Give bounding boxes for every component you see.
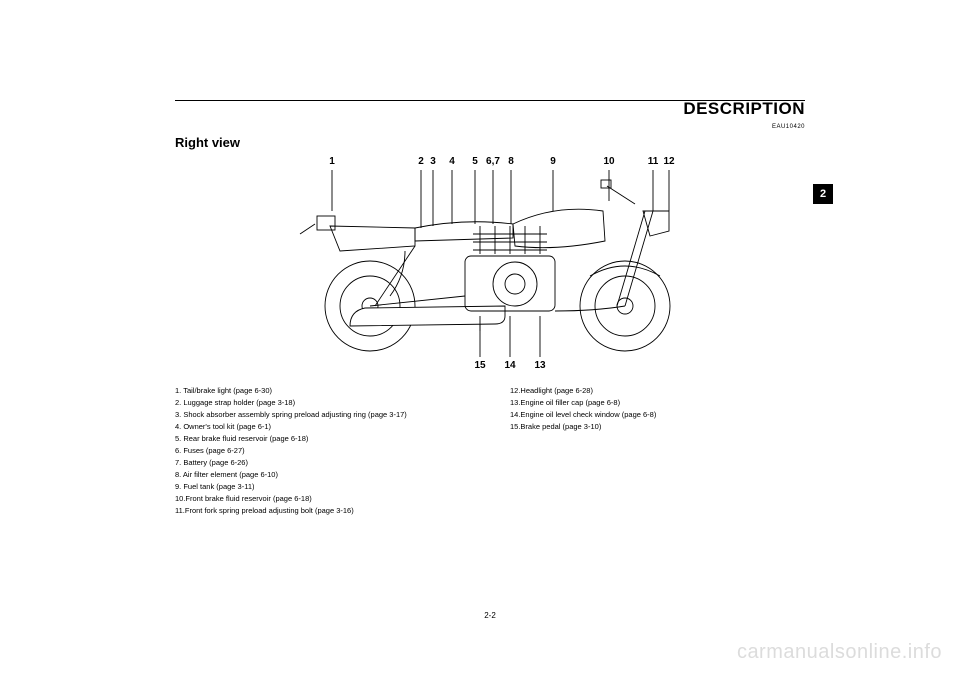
legend-item: 8. Air filter element (page 6-10): [175, 469, 470, 481]
motorcycle-svg: [255, 156, 725, 371]
callout-label: 3: [430, 156, 436, 167]
legend-item: 1. Tail/brake light (page 6-30): [175, 385, 470, 397]
legend-item: 6. Fuses (page 6-27): [175, 445, 470, 457]
legend-item: 2. Luggage strap holder (page 3-18): [175, 397, 470, 409]
callout-label: 1: [329, 156, 335, 167]
page-subtitle: Right view: [175, 135, 805, 150]
legend-item: 9. Fuel tank (page 3-11): [175, 481, 470, 493]
callout-label: 12: [663, 156, 674, 167]
legend-item: 3. Shock absorber assembly spring preloa…: [175, 409, 470, 421]
section-title: DESCRIPTION: [683, 99, 805, 119]
callout-label: 15: [474, 360, 485, 371]
legend-item: 11.Front fork spring preload adjusting b…: [175, 505, 470, 517]
legend-item: 5. Rear brake fluid reservoir (page 6-18…: [175, 433, 470, 445]
page-sheet: DESCRIPTION EAU10420 Right view 2 123456…: [0, 0, 960, 678]
watermark-text: carmanualsonline.info: [737, 641, 942, 664]
header-row: DESCRIPTION: [175, 99, 805, 119]
chapter-tab: 2: [813, 184, 833, 204]
callout-label: 2: [418, 156, 424, 167]
callout-label: 8: [508, 156, 514, 167]
motorcycle-diagram: 123456,789101112: [255, 156, 725, 371]
callout-label: 6,7: [486, 156, 500, 167]
document-code: EAU10420: [772, 124, 805, 130]
legend-item: 7. Battery (page 6-26): [175, 457, 470, 469]
callout-label: 10: [603, 156, 614, 167]
callout-label: 14: [504, 360, 515, 371]
content-area: DESCRIPTION EAU10420 Right view 2 123456…: [175, 100, 805, 598]
legend-right-column: 12.Headlight (page 6-28)13.Engine oil fi…: [510, 385, 805, 517]
legend-item: 4. Owner's tool kit (page 6-1): [175, 421, 470, 433]
legend-left-column: 1. Tail/brake light (page 6-30)2. Luggag…: [175, 385, 470, 517]
callout-label: 5: [472, 156, 478, 167]
legend-item: 10.Front brake fluid reservoir (page 6-1…: [175, 493, 470, 505]
callout-label: 13: [534, 360, 545, 371]
callout-label: 4: [449, 156, 455, 167]
callout-label: 9: [550, 156, 556, 167]
callout-label: 11: [648, 156, 659, 167]
legend-item: 12.Headlight (page 6-28): [510, 385, 805, 397]
legend-item: 15.Brake pedal (page 3-10): [510, 421, 805, 433]
legend-item: 13.Engine oil filler cap (page 6-8): [510, 397, 805, 409]
page-number: 2-2: [484, 611, 496, 620]
legend-item: 14.Engine oil level check window (page 6…: [510, 409, 805, 421]
legend-columns: 1. Tail/brake light (page 6-30)2. Luggag…: [175, 385, 805, 517]
